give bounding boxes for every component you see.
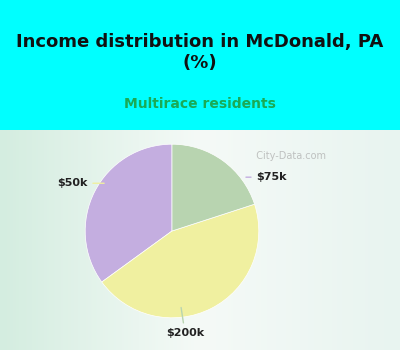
Text: Multirace residents: Multirace residents — [124, 97, 276, 111]
Text: Income distribution in McDonald, PA
(%): Income distribution in McDonald, PA (%) — [16, 33, 384, 72]
Wedge shape — [85, 144, 172, 282]
Wedge shape — [102, 204, 259, 318]
Text: $200k: $200k — [166, 308, 204, 338]
Text: $50k: $50k — [57, 178, 104, 188]
Text: $75k: $75k — [246, 172, 287, 182]
Wedge shape — [172, 144, 254, 231]
Text: City-Data.com: City-Data.com — [250, 151, 326, 161]
